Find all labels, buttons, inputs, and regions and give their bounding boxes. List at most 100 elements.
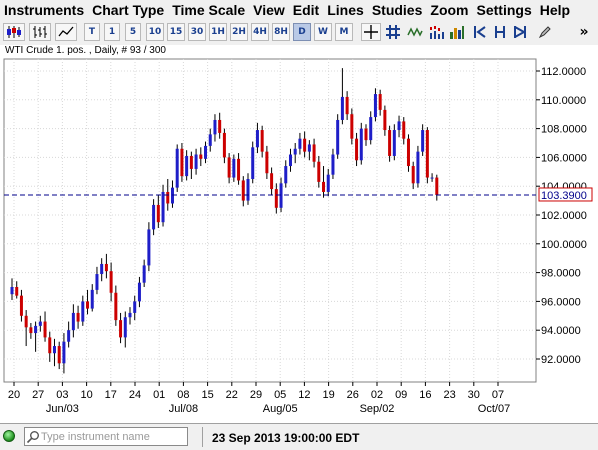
menu-time-scale[interactable]: Time Scale <box>172 2 246 18</box>
candle-body-up <box>336 119 340 155</box>
candle <box>90 284 94 312</box>
candle-body-down <box>199 154 203 159</box>
draw-tool-button[interactable] <box>537 23 553 41</box>
candle <box>100 258 104 282</box>
candle-body-down <box>383 109 387 131</box>
timeframe-m-button[interactable]: M <box>335 23 353 41</box>
ohlc-bar-icon <box>33 26 47 38</box>
timeframe-8h-button[interactable]: 8H <box>272 23 290 41</box>
scroll-start-button[interactable] <box>471 23 489 41</box>
menu-view[interactable]: View <box>253 2 285 18</box>
candle <box>425 127 429 184</box>
chart-header: WTI Crude 1. pos. , Daily, # 93 / 300 <box>5 45 166 56</box>
candle <box>270 167 274 195</box>
candle-body-up <box>204 145 208 159</box>
candle-body-down <box>425 130 429 178</box>
candle <box>251 141 255 184</box>
candle <box>288 148 292 172</box>
candle <box>430 173 434 182</box>
candle <box>435 174 439 201</box>
volume-button[interactable] <box>427 23 447 41</box>
candle <box>406 134 410 172</box>
candle-body-down <box>265 151 269 174</box>
candle <box>34 321 38 352</box>
y-tick-label: 110.0000 <box>541 95 586 107</box>
crosshair-button[interactable] <box>361 23 381 41</box>
candle <box>336 114 340 159</box>
timeframe-t-button[interactable]: T <box>84 23 100 41</box>
timeframe-1-button[interactable]: 1 <box>104 23 120 41</box>
candle <box>246 173 250 205</box>
candlestick-type-button[interactable] <box>3 23 25 41</box>
candle <box>378 89 382 116</box>
candle-body-up <box>147 229 151 266</box>
y-tick-label: 98.0000 <box>541 268 581 280</box>
timeframe-2h-button[interactable]: 2H <box>230 23 248 41</box>
candle <box>185 150 189 181</box>
candle <box>180 143 184 182</box>
candle-body-up <box>246 179 250 201</box>
candle <box>322 166 326 198</box>
current-price-box <box>538 187 593 202</box>
timeframe-10-button[interactable]: 10 <box>146 23 164 41</box>
candle <box>133 295 137 321</box>
indicator-button[interactable] <box>405 23 425 41</box>
scroll-right-button[interactable] <box>511 23 529 41</box>
candle-body-down <box>119 320 123 338</box>
y-tick-label: 92.0000 <box>541 354 581 366</box>
menu-help[interactable]: Help <box>539 2 571 18</box>
candle-body-down <box>378 94 382 110</box>
timeframe-w-button[interactable]: W <box>314 23 332 41</box>
y-tick-label: 96.0000 <box>541 296 581 308</box>
status-divider <box>202 427 203 447</box>
toolbar-overflow-button[interactable]: » <box>576 23 592 41</box>
timeframe-d-button[interactable]: D <box>293 23 311 41</box>
candle <box>161 184 165 227</box>
candle-body-up <box>95 274 99 290</box>
menu-instruments[interactable]: Instruments <box>4 2 85 18</box>
instrument-search-box[interactable] <box>24 427 188 446</box>
candle <box>364 124 368 146</box>
candle-body-up <box>71 312 75 331</box>
candle <box>95 266 99 295</box>
x-tick-label: 03 <box>56 389 68 401</box>
candle <box>119 312 123 344</box>
x-tick-label: 10 <box>80 389 92 401</box>
candle-body-down <box>435 177 439 195</box>
menu-lines[interactable]: Lines <box>327 2 364 18</box>
bar-type-button[interactable] <box>29 23 51 41</box>
pencil-icon <box>538 26 551 39</box>
instrument-search-input[interactable] <box>41 428 185 445</box>
x-tick-label: 29 <box>250 389 262 401</box>
candle-body-up <box>293 148 297 155</box>
chart-panel[interactable]: WTI Crude 1. pos. , Daily, # 93 / 300 92… <box>0 45 598 423</box>
candle <box>411 161 415 190</box>
menu-settings[interactable]: Settings <box>476 2 532 18</box>
scroll-left-icon <box>495 26 505 38</box>
menu-zoom[interactable]: Zoom <box>430 2 469 18</box>
candle <box>71 304 75 338</box>
x-tick-label: 01 <box>153 389 165 401</box>
menu-chart-type[interactable]: Chart Type <box>92 2 165 18</box>
candle-body-up <box>67 330 71 342</box>
candle-body-down <box>350 114 354 139</box>
colored-bars-button[interactable] <box>447 23 467 41</box>
menu-studies[interactable]: Studies <box>371 2 423 18</box>
timeframe-15-button[interactable]: 15 <box>167 23 185 41</box>
price-chart[interactable]: 92.0000 94.0000 96.0000 98.0000 100.0000 102.… <box>0 45 598 423</box>
status-bar: 23 Sep 2013 19:00:00 EDT <box>0 423 598 450</box>
timeframe-1h-button[interactable]: 1H <box>209 23 227 41</box>
menu-edit[interactable]: Edit <box>292 2 320 18</box>
scroll-left-button[interactable] <box>491 23 509 41</box>
grid-button[interactable] <box>383 23 403 41</box>
line-type-button[interactable] <box>55 23 77 41</box>
candle-body-up <box>416 151 420 184</box>
candle-body-up <box>175 148 179 188</box>
candle <box>307 140 311 161</box>
timeframe-30-button[interactable]: 30 <box>188 23 206 41</box>
timeframe-5-button[interactable]: 5 <box>125 23 141 41</box>
timeframe-4h-button[interactable]: 4H <box>251 23 269 41</box>
candle-body-up <box>170 187 174 204</box>
candle <box>10 278 14 300</box>
status-datetime: 23 Sep 2013 19:00:00 EDT <box>212 431 360 445</box>
